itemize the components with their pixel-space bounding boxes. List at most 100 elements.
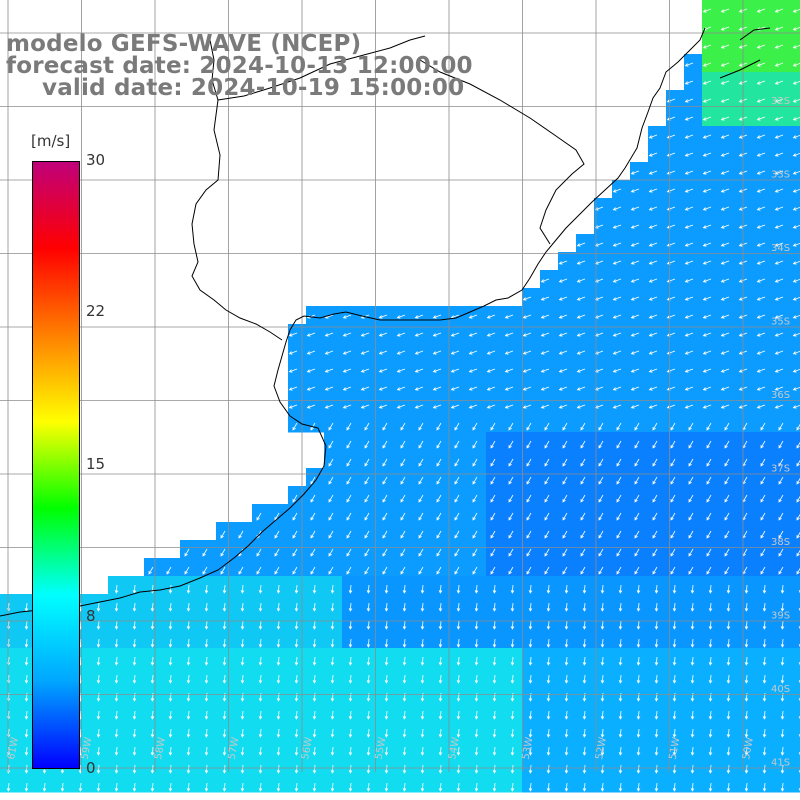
wind-arrow xyxy=(648,260,658,265)
wind-arrow xyxy=(474,746,479,756)
wind-arrow xyxy=(360,368,370,373)
wind-arrow xyxy=(168,710,173,720)
wind-arrow xyxy=(292,566,298,575)
map-title-model: modelo GEFS-WAVE (NCEP) xyxy=(6,31,362,57)
latitude-label: 32S xyxy=(771,96,790,107)
wind-speed-cell xyxy=(630,198,649,217)
wind-arrow xyxy=(672,728,677,738)
wind-arrow xyxy=(630,296,640,301)
wind-arrow xyxy=(486,368,496,373)
wind-arrow xyxy=(702,206,712,211)
wind-speed-cell xyxy=(720,0,739,19)
wind-arrow xyxy=(612,188,622,193)
wind-speed-cell xyxy=(540,270,559,289)
wind-arrow xyxy=(726,656,731,666)
wind-arrow xyxy=(294,674,299,684)
wind-arrow xyxy=(414,350,424,355)
wind-arrow xyxy=(508,494,514,503)
wind-arrow xyxy=(582,764,587,774)
wind-arrow xyxy=(456,638,461,648)
wind-arrow xyxy=(222,602,227,612)
wind-speed-cell xyxy=(648,162,667,181)
wind-arrow xyxy=(510,638,515,648)
wind-arrow xyxy=(576,350,586,355)
wind-arrow xyxy=(24,728,29,738)
wind-arrow xyxy=(774,62,784,67)
wind-speed-cell xyxy=(594,306,613,325)
wind-arrow xyxy=(382,566,388,575)
wind-speed-cell xyxy=(792,288,800,307)
wind-speed-cell xyxy=(666,342,685,361)
wind-speed-cell xyxy=(738,162,757,181)
wind-arrow xyxy=(720,314,730,319)
wind-speed-cell xyxy=(648,306,667,325)
wind-speed-cell xyxy=(720,396,739,415)
wind-arrow xyxy=(540,314,550,319)
colorbar-tick-22: 22 xyxy=(86,302,106,320)
wind-arrow xyxy=(778,440,784,449)
wind-arrow xyxy=(744,638,749,648)
wind-speed-cell xyxy=(630,234,649,253)
wind-speed-cell xyxy=(558,306,577,325)
wind-arrow xyxy=(382,548,388,557)
wind-arrow xyxy=(288,368,298,373)
wind-arrow xyxy=(702,98,712,103)
longitude-label: 54W xyxy=(447,736,462,760)
wind-arrow xyxy=(186,782,191,792)
wind-arrow xyxy=(582,746,587,756)
wind-speed-cell xyxy=(792,270,800,289)
wind-speed-cell xyxy=(288,378,307,397)
wind-arrow xyxy=(184,548,190,557)
wind-speed-cell xyxy=(630,378,649,397)
wind-arrow xyxy=(774,368,784,373)
wind-arrow xyxy=(756,188,766,193)
wind-arrow xyxy=(396,350,406,355)
wind-arrow xyxy=(402,746,407,756)
wind-speed-cell xyxy=(630,396,649,415)
wind-arrow xyxy=(652,458,658,467)
wind-arrow xyxy=(490,548,496,557)
wind-arrow xyxy=(706,530,712,539)
wind-arrow xyxy=(720,98,730,103)
wind-arrow xyxy=(726,620,731,630)
wind-arrow xyxy=(366,602,371,612)
wind-arrow xyxy=(760,512,766,521)
wind-arrow xyxy=(684,116,694,121)
wind-arrow xyxy=(690,746,695,756)
wind-arrow xyxy=(598,440,604,449)
wind-arrow xyxy=(702,224,712,229)
wind-arrow xyxy=(688,494,694,503)
wind-arrow xyxy=(562,512,568,521)
wind-arrow xyxy=(544,530,550,539)
wind-arrow xyxy=(276,674,281,684)
wind-arrow xyxy=(760,566,766,575)
wind-arrow xyxy=(402,728,407,738)
wind-arrow xyxy=(582,728,587,738)
wind-arrow xyxy=(414,314,424,319)
wind-arrow xyxy=(330,764,335,774)
wind-arrow xyxy=(760,440,766,449)
wind-speed-cell xyxy=(720,360,739,379)
wind-speed-cell xyxy=(612,396,631,415)
wind-arrow xyxy=(186,656,191,666)
wind-arrow xyxy=(756,242,766,247)
wind-arrow xyxy=(342,404,352,409)
wind-arrow xyxy=(492,782,497,792)
wind-arrow xyxy=(706,458,712,467)
wind-arrow xyxy=(468,386,478,391)
wind-arrow xyxy=(528,782,533,792)
wind-arrow xyxy=(544,566,550,575)
wind-arrow xyxy=(684,242,694,247)
wind-arrow xyxy=(360,332,370,337)
wind-arrow xyxy=(288,404,298,409)
wind-arrow xyxy=(670,512,676,521)
wind-arrow xyxy=(288,386,298,391)
wind-arrow xyxy=(558,368,568,373)
wind-speed-cell xyxy=(666,180,685,199)
wind-arrow xyxy=(708,746,713,756)
wind-arrow xyxy=(202,566,208,575)
wind-arrow xyxy=(774,26,784,31)
wind-speed-cell xyxy=(756,342,775,361)
wind-arrow xyxy=(636,764,641,774)
wind-arrow xyxy=(276,638,281,648)
